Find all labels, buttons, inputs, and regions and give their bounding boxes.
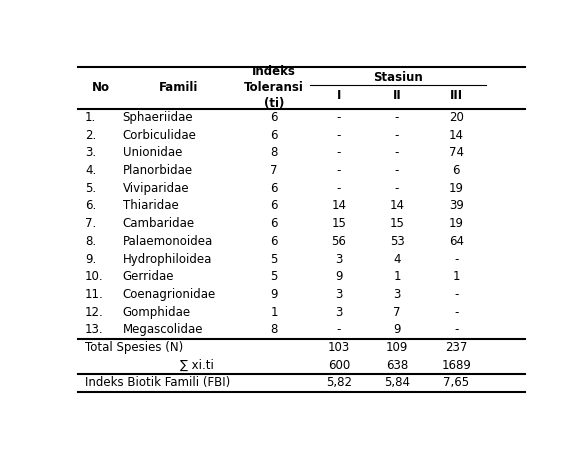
Text: I: I — [337, 89, 341, 102]
Text: 5,82: 5,82 — [326, 377, 352, 389]
Text: 5,84: 5,84 — [384, 377, 410, 389]
Text: 4: 4 — [393, 252, 401, 265]
Text: 5: 5 — [270, 270, 278, 283]
Text: 3: 3 — [335, 252, 343, 265]
Text: 6: 6 — [270, 217, 278, 230]
Text: 5: 5 — [270, 252, 278, 265]
Text: 638: 638 — [386, 359, 408, 372]
Text: Thiaridae: Thiaridae — [123, 199, 179, 212]
Text: Hydrophiloidea: Hydrophiloidea — [123, 252, 212, 265]
Text: 1: 1 — [393, 270, 401, 283]
Text: 53: 53 — [390, 235, 405, 248]
Text: 19: 19 — [449, 182, 464, 195]
Text: Gomphidae: Gomphidae — [123, 306, 191, 318]
Text: Famili: Famili — [159, 82, 198, 94]
Text: 8: 8 — [270, 146, 278, 159]
Text: Total Spesies (N): Total Spesies (N) — [85, 341, 183, 354]
Text: -: - — [395, 164, 399, 177]
Text: 7: 7 — [270, 164, 278, 177]
Text: 2.: 2. — [85, 129, 96, 142]
Text: -: - — [395, 111, 399, 124]
Text: Coenagrionidae: Coenagrionidae — [123, 288, 216, 301]
Text: 3.: 3. — [85, 146, 96, 159]
Text: -: - — [337, 146, 341, 159]
Text: Planorbidae: Planorbidae — [123, 164, 193, 177]
Text: 600: 600 — [328, 359, 350, 372]
Text: 7: 7 — [393, 306, 401, 318]
Text: Corbiculidae: Corbiculidae — [123, 129, 196, 142]
Text: Unionidae: Unionidae — [123, 146, 182, 159]
Text: 10.: 10. — [85, 270, 103, 283]
Text: Cambaridae: Cambaridae — [123, 217, 195, 230]
Text: 9: 9 — [270, 288, 278, 301]
Text: 15: 15 — [332, 217, 346, 230]
Text: Viviparidae: Viviparidae — [123, 182, 189, 195]
Text: 1: 1 — [453, 270, 460, 283]
Text: 8.: 8. — [85, 235, 96, 248]
Text: 11.: 11. — [85, 288, 103, 301]
Text: 5.: 5. — [85, 182, 96, 195]
Text: 20: 20 — [449, 111, 464, 124]
Text: Sphaeriidae: Sphaeriidae — [123, 111, 193, 124]
Text: -: - — [337, 182, 341, 195]
Text: 103: 103 — [328, 341, 350, 354]
Text: 1.: 1. — [85, 111, 96, 124]
Text: 6: 6 — [270, 199, 278, 212]
Text: Megascolidae: Megascolidae — [123, 323, 203, 336]
Text: 109: 109 — [386, 341, 408, 354]
Text: 6: 6 — [270, 182, 278, 195]
Text: -: - — [337, 129, 341, 142]
Text: No: No — [92, 82, 110, 94]
Text: 13.: 13. — [85, 323, 103, 336]
Text: ∑ xi.ti: ∑ xi.ti — [179, 359, 213, 372]
Text: -: - — [454, 252, 459, 265]
Text: 6: 6 — [270, 235, 278, 248]
Text: 64: 64 — [449, 235, 464, 248]
Text: 56: 56 — [332, 235, 346, 248]
Text: 12.: 12. — [85, 306, 103, 318]
Text: II: II — [393, 89, 402, 102]
Text: 237: 237 — [445, 341, 467, 354]
Text: Stasiun: Stasiun — [373, 71, 423, 84]
Text: 15: 15 — [390, 217, 405, 230]
Text: 3: 3 — [335, 288, 343, 301]
Text: -: - — [454, 306, 459, 318]
Text: 6: 6 — [453, 164, 460, 177]
Text: 6: 6 — [270, 129, 278, 142]
Text: III: III — [450, 89, 463, 102]
Text: Indeks Biotik Famili (FBI): Indeks Biotik Famili (FBI) — [85, 377, 230, 389]
Text: -: - — [454, 288, 459, 301]
Text: 3: 3 — [335, 306, 343, 318]
Text: 1689: 1689 — [442, 359, 471, 372]
Text: -: - — [337, 164, 341, 177]
Text: 39: 39 — [449, 199, 464, 212]
Text: -: - — [454, 323, 459, 336]
Text: Gerridae: Gerridae — [123, 270, 174, 283]
Text: 74: 74 — [449, 146, 464, 159]
Text: -: - — [395, 182, 399, 195]
Text: 1: 1 — [270, 306, 278, 318]
Text: 8: 8 — [270, 323, 278, 336]
Text: 9.: 9. — [85, 252, 96, 265]
Text: 14: 14 — [332, 199, 346, 212]
Text: -: - — [337, 111, 341, 124]
Text: Indeks
Toleransi
(ti): Indeks Toleransi (ti) — [244, 65, 304, 110]
Text: 7.: 7. — [85, 217, 96, 230]
Text: -: - — [337, 323, 341, 336]
Text: 4.: 4. — [85, 164, 96, 177]
Text: 19: 19 — [449, 217, 464, 230]
Text: 7,65: 7,65 — [443, 377, 469, 389]
Text: 3: 3 — [393, 288, 401, 301]
Text: 6: 6 — [270, 111, 278, 124]
Text: -: - — [395, 146, 399, 159]
Text: 9: 9 — [335, 270, 343, 283]
Text: -: - — [395, 129, 399, 142]
Text: 14: 14 — [389, 199, 405, 212]
Text: 6.: 6. — [85, 199, 96, 212]
Text: 14: 14 — [449, 129, 464, 142]
Text: 9: 9 — [393, 323, 401, 336]
Text: Palaemonoidea: Palaemonoidea — [123, 235, 213, 248]
